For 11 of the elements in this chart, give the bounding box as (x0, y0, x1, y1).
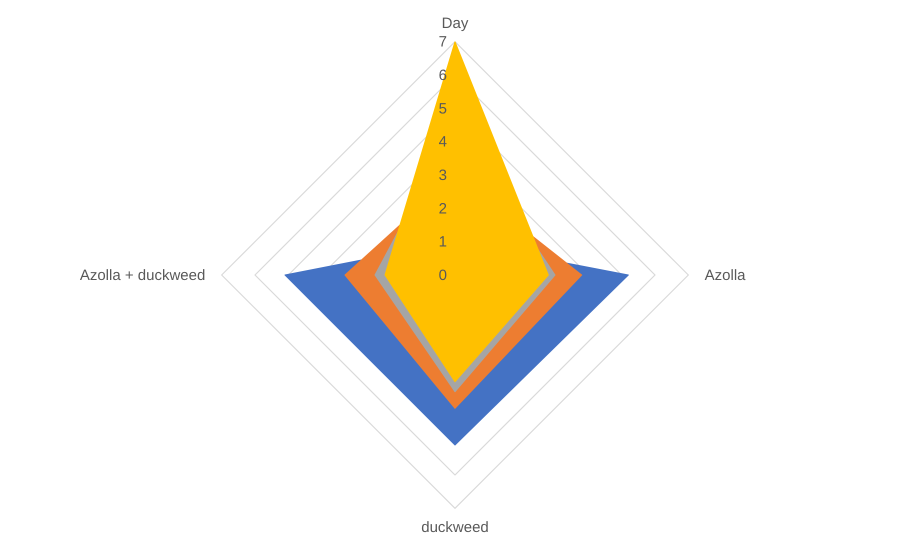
y-tick-label: 1 (438, 234, 447, 251)
y-tick-label: 4 (438, 134, 447, 151)
spoke-label: Day (442, 15, 469, 32)
y-tick-label: 0 (438, 267, 447, 284)
y-tick-label: 7 (438, 34, 447, 51)
spoke-label: duckweed (421, 519, 489, 536)
spoke-label: Azolla + duckweed (80, 267, 206, 284)
y-tick-label: 3 (438, 167, 447, 184)
spoke-label: Azolla (704, 267, 746, 284)
y-tick-label: 5 (438, 100, 447, 118)
y-tick-label: 2 (438, 200, 447, 218)
